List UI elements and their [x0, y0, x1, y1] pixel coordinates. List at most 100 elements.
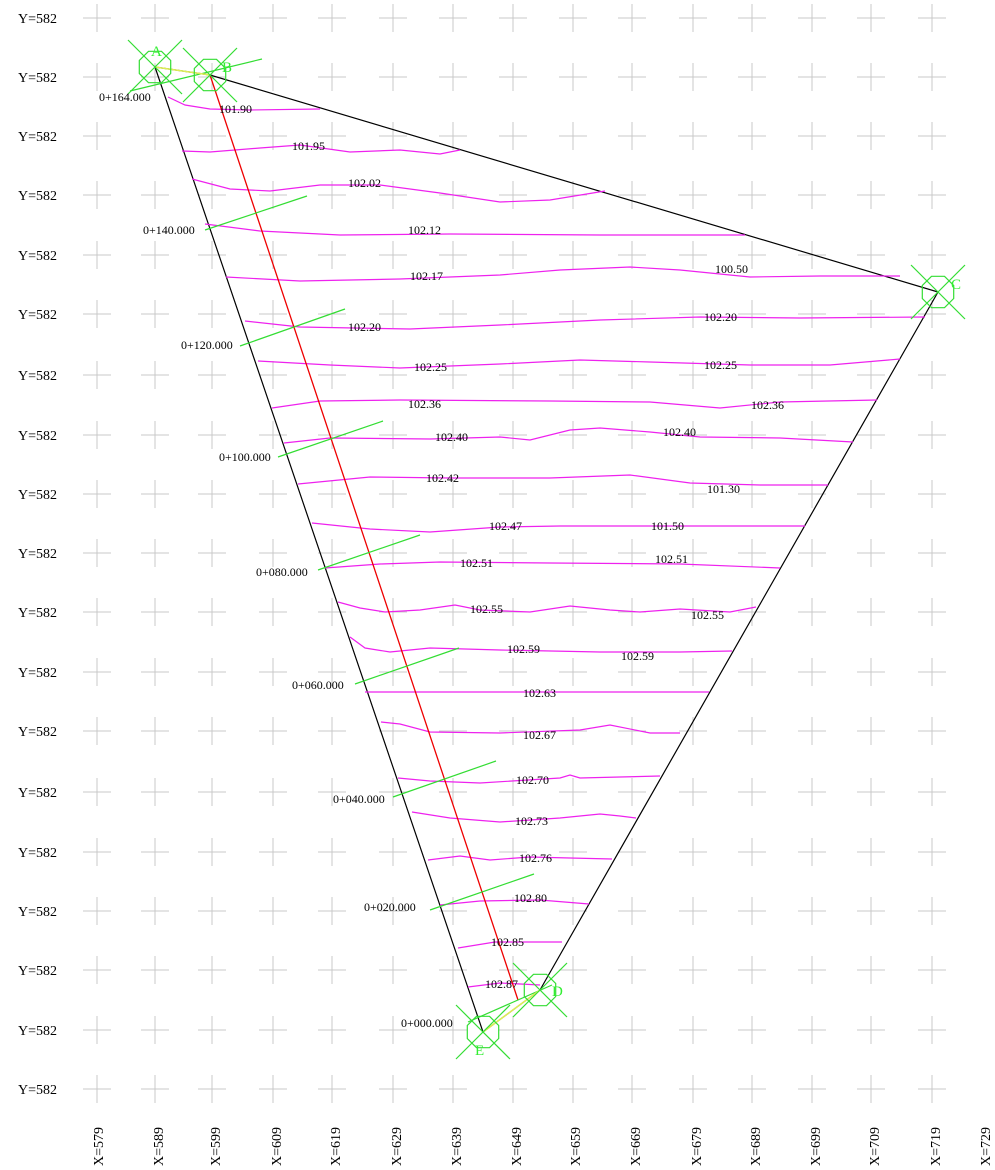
y-tick-label: Y=582: [18, 12, 57, 27]
y-tick-label: Y=582: [18, 488, 57, 503]
point-marker-e: [455, 1004, 511, 1060]
contour-label: 102.55: [470, 602, 503, 616]
contour-label: 102.80: [514, 891, 547, 905]
contour-line: [225, 266, 900, 282]
y-tick-label: Y=582: [18, 905, 57, 920]
contour-line: [283, 427, 854, 444]
x-tick-label: X=579: [92, 1127, 107, 1166]
contour-line: [257, 358, 901, 369]
contour-label: 102.40: [663, 425, 696, 439]
contour-label: 100.50: [715, 262, 748, 276]
y-axis-labels: Y=582 Y=582 Y=582 Y=582 Y=582 Y=582 Y=582 Y=582…: [18, 12, 57, 1098]
station-label: 0+000.000: [401, 1016, 453, 1030]
contour-line: [311, 522, 805, 533]
contour-label: 102.20: [348, 320, 381, 334]
contour-labels: 101.90 101.95 102.02 102.12 102.17 100.5…: [219, 102, 784, 991]
boundary-line: [154, 66, 939, 1033]
y-tick-label: Y=582: [18, 130, 57, 145]
y-tick-label: Y=582: [18, 249, 57, 264]
contour-line: [297, 474, 828, 486]
contour-label: 101.95: [292, 139, 325, 153]
contour-line: [457, 941, 562, 949]
contour-line: [191, 178, 606, 203]
ab-link: [154, 66, 211, 76]
station-tick: [354, 647, 460, 685]
station-label: 0+164.000: [99, 90, 151, 104]
x-tick-label: X=729: [979, 1127, 994, 1166]
point-marker-b: [182, 47, 238, 103]
y-tick-label: Y=582: [18, 964, 57, 979]
y-tick-label: Y=582: [18, 189, 57, 204]
contour-line: [167, 96, 321, 111]
contour-line: [204, 223, 745, 236]
contour-label: 102.36: [751, 398, 784, 412]
y-tick-label: Y=582: [18, 308, 57, 323]
station-tick: [392, 760, 497, 798]
ed-link: [482, 989, 541, 1033]
y-tick-label: Y=582: [18, 846, 57, 861]
station-label: 0+020.000: [364, 900, 416, 914]
station-label: 0+100.000: [219, 450, 271, 464]
contour-label: 102.51: [460, 556, 493, 570]
contour-line: [380, 721, 680, 734]
station-label: 0+080.000: [256, 565, 308, 579]
contour-line: [271, 399, 878, 409]
station-ticks: [129, 58, 553, 1023]
contour-label: 102.85: [491, 935, 524, 949]
x-tick-label: X=589: [152, 1127, 167, 1166]
point-label-d: D: [552, 984, 563, 1000]
contour-line: [439, 899, 590, 906]
point-marker-d: [512, 962, 568, 1018]
contour-label: 102.40: [435, 430, 468, 444]
point-markers: [127, 39, 966, 1060]
contour-label: 102.76: [519, 851, 552, 865]
contour-label: 102.51: [655, 552, 688, 566]
contour-label: 102.55: [691, 608, 724, 622]
x-tick-label: X=609: [270, 1127, 285, 1166]
y-tick-label: Y=582: [18, 1024, 57, 1039]
contour-line: [411, 811, 637, 823]
point-marker-a: [127, 39, 183, 95]
contour-line: [181, 144, 461, 155]
point-label-c: C: [951, 277, 961, 293]
contour-line: [337, 601, 757, 613]
x-tick-label: X=689: [749, 1127, 764, 1166]
contour-line: [324, 561, 781, 569]
y-tick-label: Y=582: [18, 71, 57, 86]
contour-label: 102.59: [507, 642, 540, 656]
point-labels: A B C D E: [151, 44, 961, 1059]
center-line: [209, 74, 519, 1001]
station-label: 0+060.000: [292, 678, 344, 692]
x-tick-label: X=679: [690, 1127, 705, 1166]
contour-lines: [167, 96, 926, 988]
x-tick-label: X=709: [868, 1127, 883, 1166]
contour-label: 102.59: [621, 649, 654, 663]
x-tick-label: X=629: [390, 1127, 405, 1166]
point-marker-c: [910, 264, 966, 320]
station-tick: [429, 873, 535, 911]
grid-crosses: [83, 4, 946, 1103]
point-label-b: B: [222, 60, 232, 76]
contour-label: 101.50: [651, 519, 684, 533]
contour-label: 102.25: [414, 360, 447, 374]
contour-label: 102.12: [408, 223, 441, 237]
y-tick-label: Y=582: [18, 725, 57, 740]
contour-label: 102.47: [489, 519, 522, 533]
x-tick-label: X=659: [569, 1127, 584, 1166]
x-axis-labels: X=579 X=589 X=599 X=609 X=619 X=629 X=639 X=649…: [92, 1127, 994, 1166]
contour-label: 102.17: [410, 269, 443, 283]
contour-line: [467, 982, 541, 988]
station-labels: 0+164.000 0+140.000 0+120.000 0+100.000 …: [99, 90, 453, 1030]
contour-line: [427, 855, 613, 861]
contour-label: 102.70: [516, 773, 549, 787]
y-tick-label: Y=582: [18, 547, 57, 562]
contour-label: 102.73: [515, 814, 548, 828]
contour-label: 102.63: [523, 686, 556, 700]
contour-label: 102.87: [485, 977, 518, 991]
y-tick-label: Y=582: [18, 666, 57, 681]
station-tick: [239, 308, 346, 347]
contour-label: 101.90: [219, 102, 252, 116]
station-tick: [317, 534, 421, 571]
contour-line: [349, 636, 733, 653]
